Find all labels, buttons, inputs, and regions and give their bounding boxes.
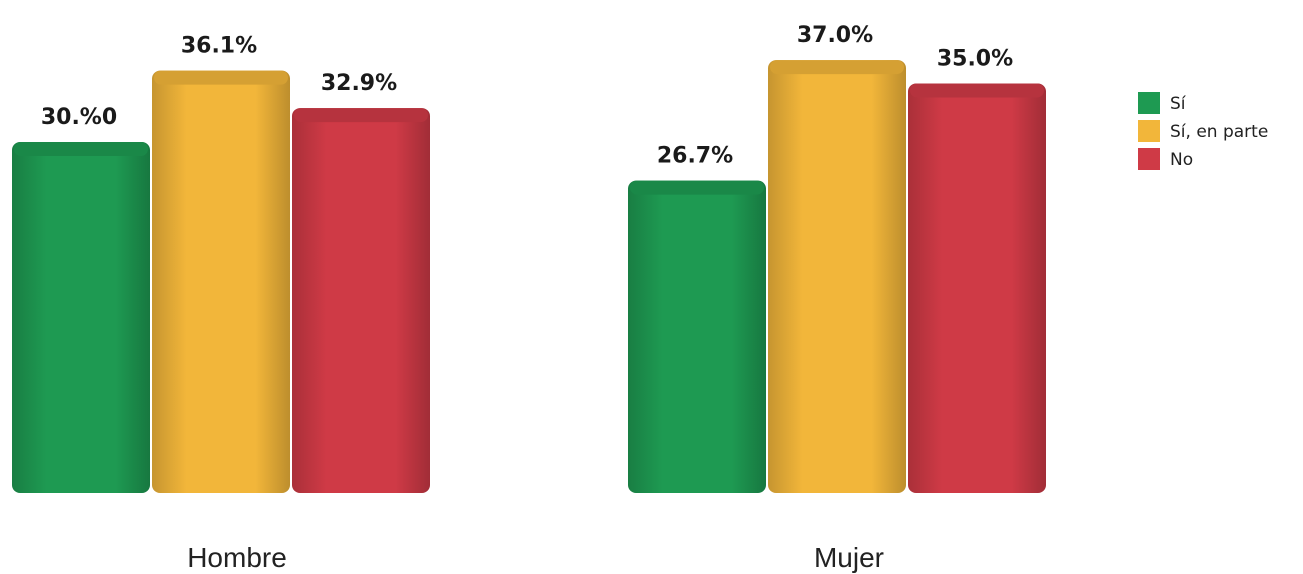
bar-mujer-0 bbox=[628, 180, 766, 494]
bar-top-mujer-1 bbox=[770, 60, 904, 75]
value-labels-group: 30.%0 36.1% 32.9% 26.7% 37.0% 35.0% bbox=[41, 23, 1013, 169]
data-label: 26.7% bbox=[657, 144, 733, 169]
category-labels-group: Hombre Mujer bbox=[187, 542, 884, 573]
bar-top-hombre-0 bbox=[14, 142, 148, 156]
legend-swatch bbox=[1138, 92, 1160, 114]
bar-hombre-2 bbox=[292, 108, 430, 493]
bar-hombre-0 bbox=[12, 142, 150, 493]
category-label: Mujer bbox=[814, 542, 884, 573]
bar-top-hombre-1 bbox=[154, 70, 288, 85]
data-label: 36.1% bbox=[181, 34, 257, 59]
bar-top-hombre-2 bbox=[294, 108, 428, 123]
legend: Sí Sí, en parte No bbox=[1138, 92, 1268, 170]
bar-top-mujer-2 bbox=[910, 83, 1044, 98]
category-label: Hombre bbox=[187, 542, 287, 573]
bar-hombre-1 bbox=[152, 70, 290, 493]
bar-mujer-1 bbox=[768, 60, 906, 493]
legend-swatch bbox=[1138, 120, 1160, 142]
legend-label: Sí, en parte bbox=[1170, 122, 1268, 142]
data-label: 32.9% bbox=[321, 71, 397, 96]
data-label: 35.0% bbox=[937, 47, 1013, 72]
legend-label: No bbox=[1170, 150, 1193, 170]
bar-top-mujer-0 bbox=[630, 180, 764, 195]
bar-mujer-2 bbox=[908, 83, 1046, 493]
bars-group bbox=[12, 60, 1046, 494]
data-label: 30.%0 bbox=[41, 105, 117, 130]
data-label: 37.0% bbox=[797, 23, 873, 48]
legend-swatch bbox=[1138, 148, 1160, 170]
legend-label: Sí bbox=[1170, 94, 1187, 114]
